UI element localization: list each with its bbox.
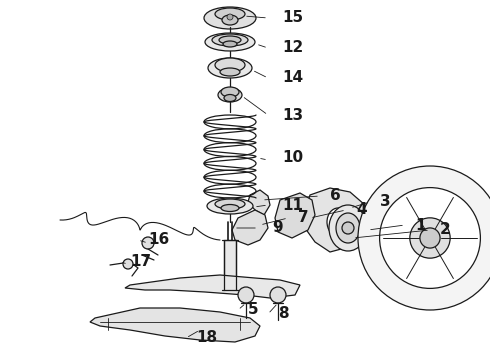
Ellipse shape	[215, 199, 245, 209]
Ellipse shape	[204, 7, 256, 29]
Circle shape	[142, 237, 154, 249]
Text: 17: 17	[130, 255, 151, 270]
Polygon shape	[125, 275, 300, 298]
Text: 9: 9	[272, 220, 283, 235]
Text: 18: 18	[196, 330, 217, 346]
Circle shape	[410, 218, 450, 258]
Ellipse shape	[222, 15, 238, 25]
Ellipse shape	[205, 33, 255, 51]
Text: 7: 7	[298, 211, 309, 225]
Ellipse shape	[218, 88, 242, 102]
Ellipse shape	[215, 8, 245, 20]
Polygon shape	[248, 190, 270, 215]
Text: 2: 2	[440, 222, 451, 238]
Text: 14: 14	[282, 71, 303, 85]
Text: 6: 6	[330, 189, 341, 203]
Polygon shape	[305, 188, 370, 252]
Ellipse shape	[220, 68, 240, 76]
Text: 15: 15	[282, 10, 303, 26]
Text: 11: 11	[282, 198, 303, 212]
Ellipse shape	[219, 36, 241, 44]
Ellipse shape	[208, 58, 252, 78]
Polygon shape	[275, 193, 315, 238]
Circle shape	[380, 188, 480, 288]
Circle shape	[358, 166, 490, 310]
Text: 12: 12	[282, 40, 303, 55]
Text: 10: 10	[282, 150, 303, 166]
Text: 1: 1	[415, 217, 425, 233]
Ellipse shape	[224, 94, 236, 102]
Ellipse shape	[329, 205, 367, 251]
Circle shape	[420, 228, 440, 248]
Ellipse shape	[223, 41, 237, 47]
Circle shape	[123, 259, 133, 269]
Circle shape	[238, 287, 254, 303]
Polygon shape	[232, 210, 268, 245]
Circle shape	[227, 14, 233, 20]
Polygon shape	[90, 308, 260, 342]
Text: 16: 16	[148, 233, 169, 248]
Polygon shape	[224, 240, 236, 290]
Text: 8: 8	[278, 306, 289, 321]
Ellipse shape	[336, 213, 360, 243]
Text: 13: 13	[282, 108, 303, 122]
Ellipse shape	[207, 198, 253, 214]
Ellipse shape	[221, 204, 239, 211]
Ellipse shape	[221, 87, 239, 97]
Ellipse shape	[212, 34, 248, 46]
Circle shape	[342, 222, 354, 234]
Text: 3: 3	[380, 194, 391, 210]
Text: 5: 5	[248, 302, 259, 318]
Circle shape	[270, 287, 286, 303]
Ellipse shape	[215, 58, 245, 72]
Ellipse shape	[327, 208, 349, 236]
Text: 4: 4	[356, 202, 367, 217]
